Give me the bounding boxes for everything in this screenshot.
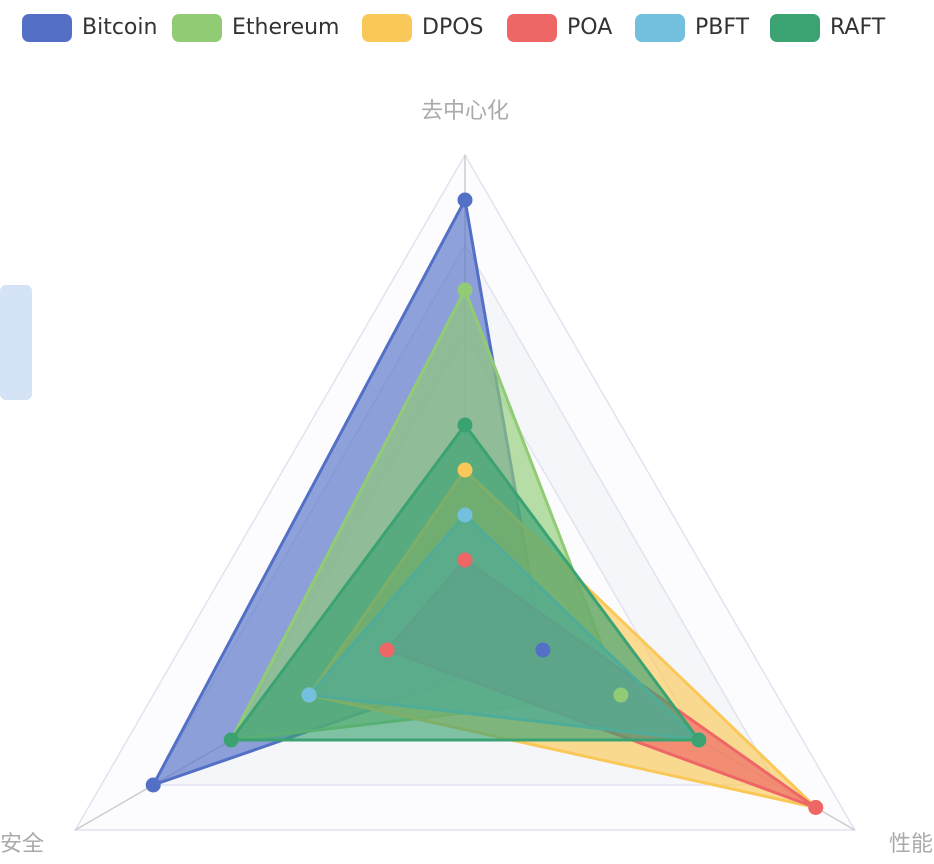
data-point xyxy=(457,417,473,433)
legend-label: Ethereum xyxy=(232,15,339,40)
data-point xyxy=(223,732,239,748)
legend-item[interactable]: POA xyxy=(507,14,612,42)
legend-item[interactable]: DPOS xyxy=(362,14,484,42)
legend-icon xyxy=(770,14,820,42)
legend-label: PBFT xyxy=(695,15,750,40)
data-point xyxy=(691,732,707,748)
legend-icon xyxy=(172,14,222,42)
data-point xyxy=(457,282,473,298)
legend-icon xyxy=(22,14,72,42)
indicator-label: 安全 xyxy=(0,832,44,857)
data-point xyxy=(457,507,473,523)
legend-label: POA xyxy=(567,15,612,40)
legend-item[interactable]: RAFT xyxy=(770,14,886,42)
data-point xyxy=(457,462,473,478)
data-point xyxy=(535,642,551,658)
data-point xyxy=(301,687,317,703)
legend-icon xyxy=(507,14,557,42)
data-point xyxy=(808,800,824,815)
legend-icon xyxy=(362,14,412,42)
legend-label: DPOS xyxy=(422,15,484,40)
indicator-label: 性能 xyxy=(889,832,933,857)
data-point xyxy=(379,642,395,658)
data-point xyxy=(613,687,629,703)
legend-item[interactable]: Bitcoin xyxy=(22,14,157,42)
legend-item[interactable]: Ethereum xyxy=(172,14,339,42)
side-panel xyxy=(0,285,32,400)
legend-label: Bitcoin xyxy=(82,15,157,40)
data-point xyxy=(457,552,473,568)
indicator-label: 去中心化 xyxy=(421,99,509,124)
legend-item[interactable]: PBFT xyxy=(635,14,750,42)
series-area xyxy=(229,423,701,742)
legend-label: RAFT xyxy=(830,15,886,40)
legend-icon xyxy=(635,14,685,42)
data-point xyxy=(457,192,473,208)
data-point xyxy=(145,777,161,793)
